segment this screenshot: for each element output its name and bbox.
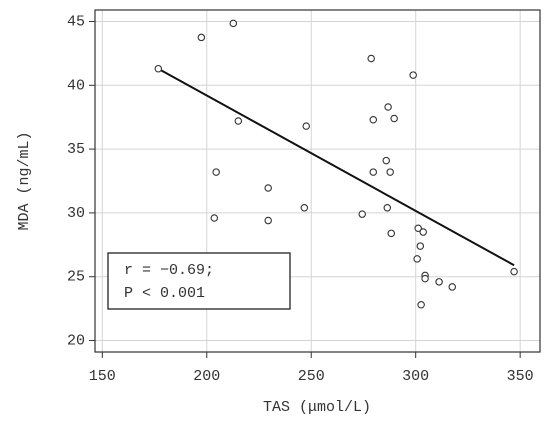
data-point — [387, 229, 395, 238]
y-tick-label: 25 — [67, 269, 85, 286]
data-point — [510, 267, 518, 276]
regression-line — [157, 67, 515, 267]
y-tick-label: 30 — [67, 205, 85, 222]
data-point — [448, 283, 457, 291]
x-tick-label: 200 — [193, 368, 220, 385]
data-point — [413, 255, 421, 263]
x-tick-label: 150 — [89, 368, 116, 385]
data-point — [414, 224, 422, 232]
data-point — [264, 216, 272, 225]
x-axis-label: TAS (μmol/L) — [263, 399, 371, 416]
data-point — [264, 184, 272, 192]
data-point — [234, 117, 243, 125]
data-point — [435, 278, 443, 286]
data-point — [416, 242, 425, 250]
data-point — [358, 210, 366, 218]
data-point — [390, 114, 398, 123]
x-tick-label: 350 — [507, 368, 534, 385]
annotation: r = −0.69; — [124, 262, 214, 279]
data-point — [300, 204, 309, 212]
data-point — [386, 168, 394, 176]
data-point — [382, 156, 390, 165]
data-point — [212, 168, 220, 176]
data-point — [367, 54, 375, 63]
y-tick-label: 35 — [67, 141, 85, 158]
y-tick-label: 20 — [67, 332, 85, 349]
y-tick-label: 45 — [67, 13, 85, 30]
data-point — [419, 228, 427, 236]
data-point — [197, 33, 206, 42]
data-point — [384, 103, 392, 111]
x-tick-label: 250 — [298, 368, 325, 385]
data-point — [302, 122, 310, 130]
data-point — [409, 71, 417, 79]
x-tick-label: 300 — [402, 368, 429, 385]
data-point — [369, 168, 378, 176]
annotation-box — [107, 252, 291, 310]
data-point — [383, 204, 392, 212]
data-point — [421, 274, 429, 283]
y-tick-label: 40 — [67, 77, 85, 94]
annotation: P < 0.001 — [124, 285, 205, 302]
data-point — [417, 301, 425, 309]
plot-frame — [94, 9, 541, 353]
data-point — [369, 115, 378, 124]
data-point — [210, 214, 219, 222]
data-point — [229, 19, 238, 28]
data-point — [154, 64, 163, 73]
y-axis-label: MDA (ng/mL) — [16, 131, 33, 230]
